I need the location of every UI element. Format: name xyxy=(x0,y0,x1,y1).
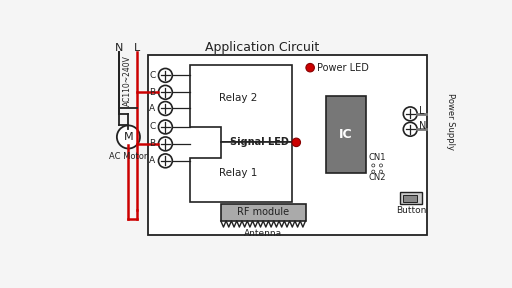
Text: B: B xyxy=(149,139,155,148)
Text: M: M xyxy=(123,132,133,142)
Text: RF module: RF module xyxy=(237,207,289,217)
Polygon shape xyxy=(190,142,292,202)
Circle shape xyxy=(117,125,140,149)
Circle shape xyxy=(158,69,173,82)
Circle shape xyxy=(292,138,301,147)
Circle shape xyxy=(403,122,417,136)
Circle shape xyxy=(306,63,314,72)
FancyBboxPatch shape xyxy=(403,195,417,202)
Circle shape xyxy=(158,137,173,151)
Text: N: N xyxy=(115,43,123,53)
Circle shape xyxy=(158,102,173,115)
Text: Antenna: Antenna xyxy=(244,229,282,238)
Text: Application Circuit: Application Circuit xyxy=(205,41,319,54)
Text: B: B xyxy=(149,88,155,97)
Text: Relay 2: Relay 2 xyxy=(219,94,258,103)
Text: C: C xyxy=(149,71,155,80)
Text: A: A xyxy=(149,156,155,165)
Text: CN2: CN2 xyxy=(368,173,386,182)
Circle shape xyxy=(158,120,173,134)
Circle shape xyxy=(372,164,375,167)
FancyBboxPatch shape xyxy=(221,204,306,221)
Text: L: L xyxy=(134,43,140,53)
Circle shape xyxy=(372,170,375,173)
Polygon shape xyxy=(190,65,292,142)
Circle shape xyxy=(379,170,382,173)
Text: AC110~240V: AC110~240V xyxy=(123,55,132,106)
Text: AC Motor: AC Motor xyxy=(109,152,147,161)
Text: Relay 1: Relay 1 xyxy=(219,168,258,178)
Text: N: N xyxy=(419,121,426,131)
Text: Button: Button xyxy=(396,206,426,215)
Text: IC: IC xyxy=(339,128,352,141)
Circle shape xyxy=(403,107,417,121)
Text: C: C xyxy=(149,122,155,131)
Text: CN1: CN1 xyxy=(368,153,386,162)
Text: Signal LED: Signal LED xyxy=(230,137,289,147)
Text: L: L xyxy=(419,106,424,116)
Text: A: A xyxy=(149,104,155,113)
Text: Power Supply: Power Supply xyxy=(446,93,455,150)
FancyBboxPatch shape xyxy=(326,96,366,173)
FancyBboxPatch shape xyxy=(148,55,427,235)
FancyBboxPatch shape xyxy=(400,192,422,204)
Circle shape xyxy=(158,154,173,168)
Circle shape xyxy=(379,164,382,167)
Circle shape xyxy=(158,85,173,99)
Text: Power LED: Power LED xyxy=(317,63,369,73)
